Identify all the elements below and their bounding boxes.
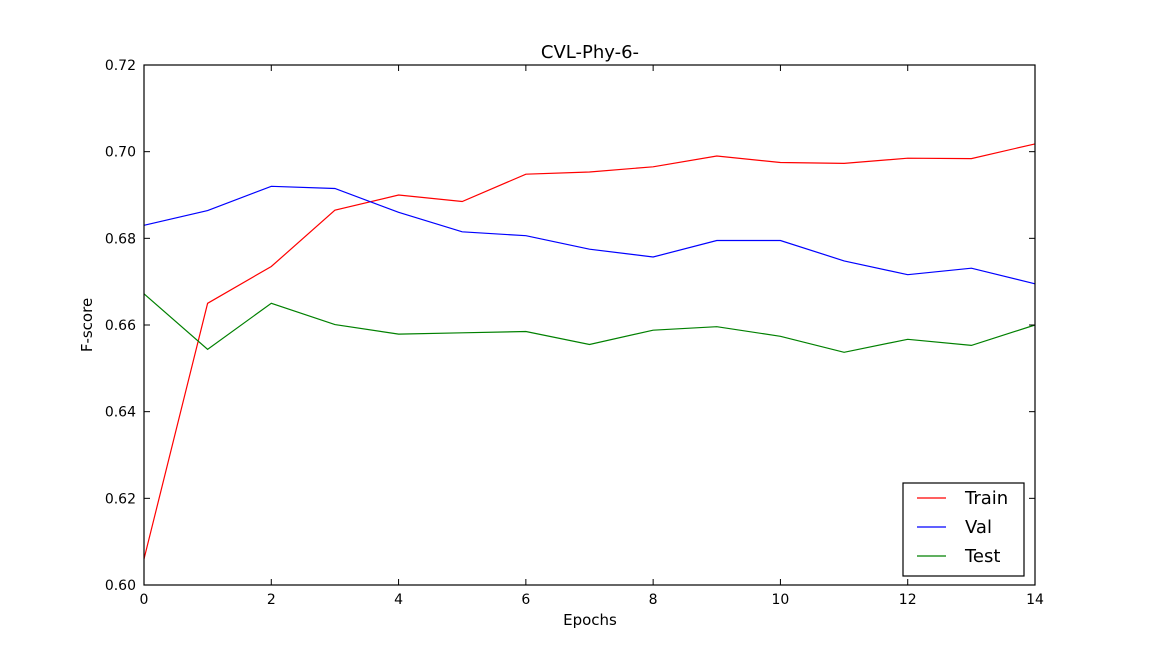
x-tick-label: 4 — [394, 592, 403, 608]
y-tick-label: 0.64 — [105, 405, 136, 421]
x-tick-label: 8 — [649, 592, 658, 608]
legend: Train Val Test — [902, 482, 1025, 577]
ticks-layer: 0 2 4 6 8 10 12 14 0.60 0.62 0.64 0.66 0.68 0.70 0.72 — [105, 58, 1044, 608]
y-tick-label: 0.70 — [105, 145, 136, 161]
y-tick-label: 0.66 — [105, 318, 136, 334]
x-tick-label: 6 — [521, 592, 530, 608]
legend-label-val: Val — [965, 517, 992, 538]
legend-label-test: Test — [964, 546, 1000, 567]
x-tick-label: 0 — [140, 592, 149, 608]
y-tick-label: 0.62 — [105, 491, 136, 507]
legend-items: Train Val Test — [917, 488, 1008, 567]
y-tick-label: 0.72 — [105, 58, 136, 74]
series-layer — [143, 143, 1036, 560]
y-tick-label: 0.68 — [105, 231, 136, 247]
y-tick-label: 0.60 — [105, 578, 136, 594]
x-tick-label: 12 — [899, 592, 917, 608]
series-line-train — [143, 143, 1036, 560]
series-line-test — [143, 293, 1036, 353]
x-axis-label: Epochs — [563, 611, 617, 629]
series-line-val — [143, 185, 1036, 285]
chart-title: CVL-Phy-6- — [541, 42, 639, 63]
x-tick-label: 14 — [1026, 592, 1044, 608]
legend-label-train: Train — [964, 488, 1008, 509]
y-axis-label: F-score — [78, 298, 96, 352]
x-tick-label: 10 — [772, 592, 790, 608]
x-tick-label: 2 — [267, 592, 276, 608]
plot-frame — [143, 64, 1036, 586]
